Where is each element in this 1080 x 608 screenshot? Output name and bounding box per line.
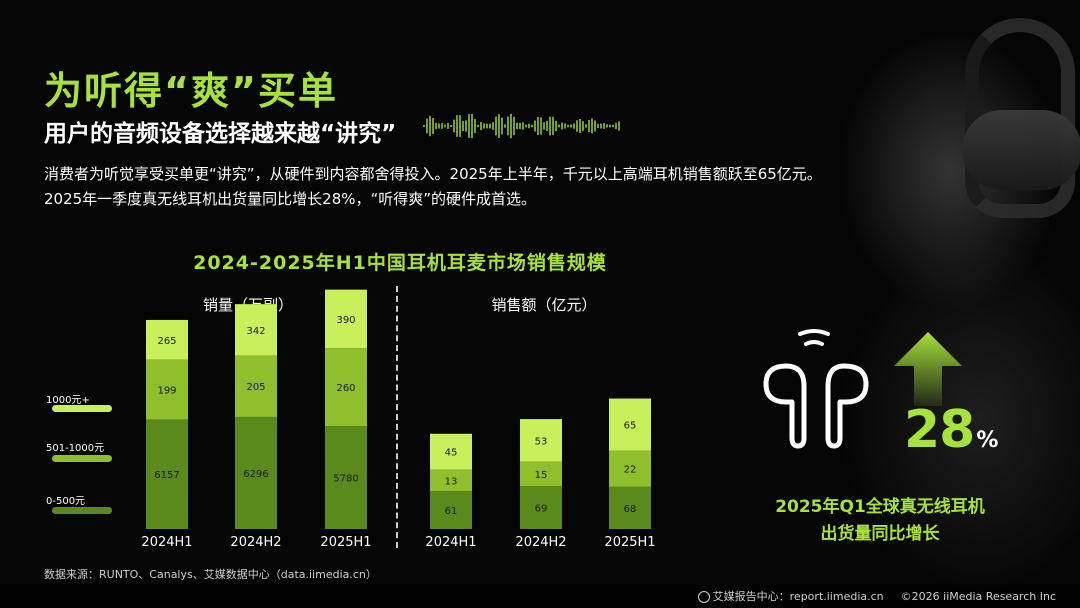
category-label: 2024H1	[425, 535, 476, 550]
data-label: 199	[157, 386, 176, 397]
category-label: 2024H1	[141, 535, 192, 550]
data-label: 205	[246, 382, 265, 393]
bar-segment	[430, 491, 472, 529]
growth-caption-line-2: 出货量同比增长	[820, 524, 940, 544]
sound-wave-icon	[423, 113, 620, 139]
legend-swatch-mid	[52, 455, 112, 462]
data-label: 260	[336, 383, 355, 394]
description-line-1: 消费者为听觉享受买单更“讲究”，从硬件到内容都舍得投入。2025年上半年，千元以…	[44, 165, 822, 183]
legend-swatch-high	[52, 405, 112, 412]
earbuds-icon	[763, 329, 869, 449]
data-label: 6157	[154, 470, 179, 481]
growth-unit: %	[976, 428, 998, 453]
growth-caption-line-1: 2025年Q1全球真无线耳机	[775, 497, 985, 517]
bar-segment	[325, 289, 367, 349]
bar-segment	[430, 433, 472, 470]
panel-title-revenue: 销售额（亿元）	[491, 296, 597, 314]
bar-segment	[146, 419, 188, 529]
data-label: 15	[535, 470, 548, 481]
category-label: 2024H2	[230, 535, 281, 550]
description: 消费者为听觉享受买单更“讲究”，从硬件到内容都舍得投入。2025年上半年，千元以…	[44, 162, 822, 212]
description-line-2: 2025年一季度真无线耳机出货量同比增长28%，“听得爽”的硬件成首选。	[44, 190, 537, 208]
chart-title: 2024-2025年H1中国耳机耳麦市场销售规模	[193, 252, 607, 274]
growth-number: 28	[904, 400, 975, 460]
bar-segment	[235, 304, 277, 356]
panel-divider	[396, 286, 398, 548]
category-label: 2025H1	[320, 535, 371, 550]
page-title: 为听得“爽”买单	[44, 69, 338, 113]
bar-segment	[520, 419, 562, 462]
bar-segment	[520, 486, 562, 529]
bar-segment	[235, 355, 277, 417]
footer-copyright: ©2026 iiMedia Research Inc	[900, 590, 1056, 603]
data-label: 5780	[333, 474, 358, 485]
footer: 艾媒报告中心：report.iimedia.cn ©2026 iiMedia R…	[697, 588, 1056, 604]
bar-segment	[325, 426, 367, 529]
legend-label-low: 0-500元	[46, 496, 86, 507]
data-label: 265	[157, 336, 176, 347]
data-label: 68	[624, 504, 637, 515]
data-label: 53	[535, 436, 548, 447]
data-label: 6296	[243, 469, 268, 480]
bar-segment	[520, 461, 562, 487]
bar-segment	[609, 398, 651, 451]
legend-label-high: 1000元+	[46, 395, 90, 406]
ear-cup-shape	[962, 110, 1080, 190]
data-label: 45	[445, 448, 458, 459]
growth-value: 28%	[904, 400, 998, 460]
bar-segment	[235, 416, 277, 529]
footer-brand: 艾媒报告中心：report.iimedia.cn	[712, 590, 884, 603]
legend-label-mid: 501-1000元	[46, 443, 105, 454]
data-label: 342	[246, 326, 265, 337]
data-label: 65	[624, 421, 637, 432]
growth-arrow-icon	[894, 332, 962, 406]
bar-segment	[146, 359, 188, 420]
bar-segment	[325, 348, 367, 427]
bar-segment	[609, 486, 651, 529]
footer-bar	[0, 584, 1080, 608]
page-subtitle: 用户的音频设备选择越来越“讲究”	[44, 121, 397, 147]
data-label: 13	[445, 476, 458, 487]
data-label: 390	[336, 315, 355, 326]
background-figure	[660, 0, 1080, 608]
growth-caption: 2025年Q1全球真无线耳机 出货量同比增长	[730, 494, 1030, 548]
legend-swatch-low	[52, 507, 112, 514]
iimedia-logo-icon	[697, 591, 710, 603]
bar-segment	[146, 319, 188, 360]
bar-segment	[609, 450, 651, 487]
data-label: 22	[624, 465, 637, 476]
data-label: 69	[535, 504, 548, 515]
data-source: 数据来源：RUNTO、Canalys、艾媒数据中心（data.iimedia.c…	[44, 568, 377, 581]
bar-segment	[430, 469, 472, 492]
data-label: 61	[445, 506, 458, 517]
category-label: 2024H2	[515, 535, 566, 550]
category-label: 2025H1	[604, 535, 655, 550]
